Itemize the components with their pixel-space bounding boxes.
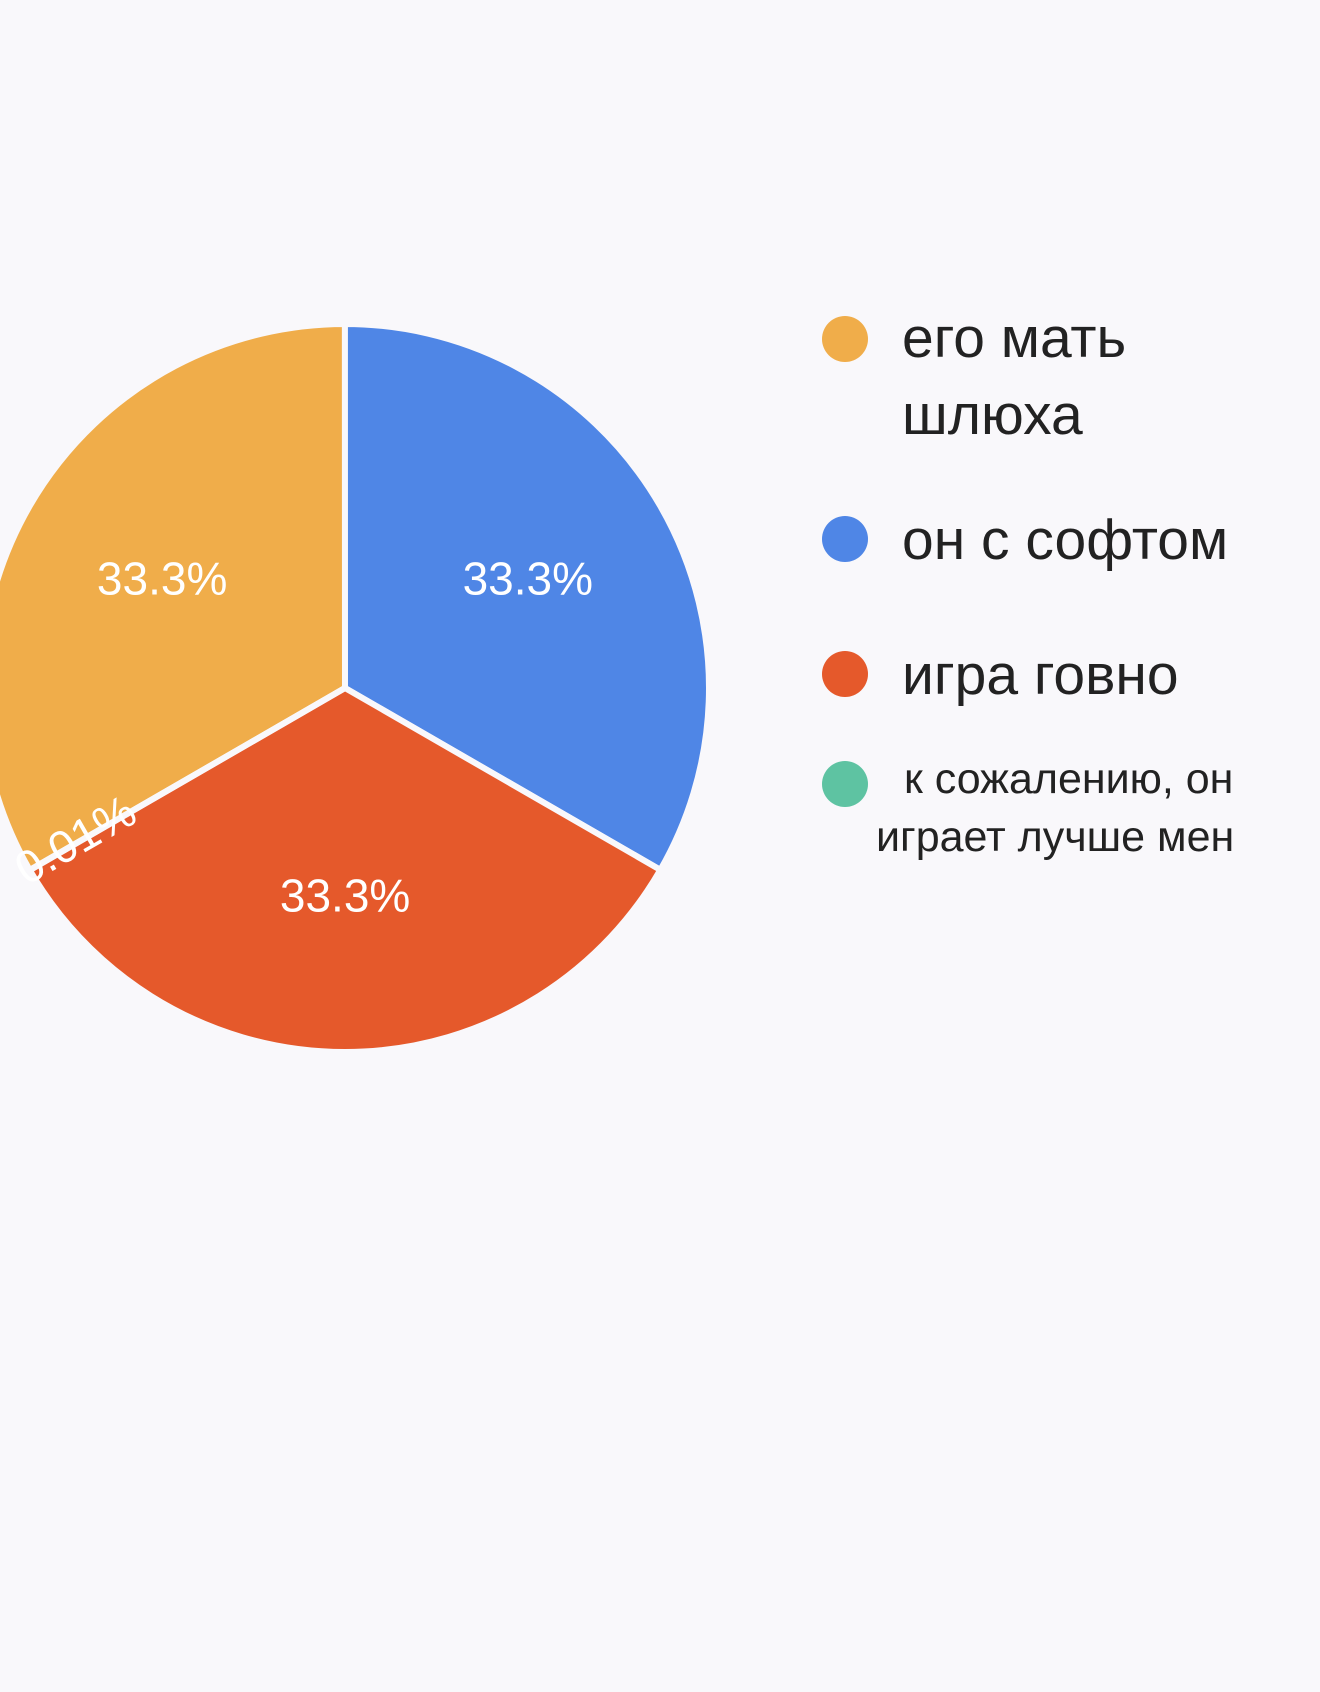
pie-slice	[25, 684, 665, 1055]
legend-marker	[822, 761, 868, 807]
pie-slice	[0, 320, 349, 875]
legend-marker	[822, 316, 868, 362]
slice-label: 33.3%	[463, 553, 593, 605]
legend-label: он с софтом	[902, 508, 1229, 572]
legend-label: игра говно	[902, 643, 1179, 707]
slice-label: 33.3%	[280, 869, 410, 921]
pie-slice	[341, 320, 712, 874]
legend-marker	[822, 651, 868, 697]
legend-marker	[822, 516, 868, 562]
slice-label: 33.3%	[97, 553, 227, 605]
legend-label: к сожалению, он играет лучше мен	[876, 755, 1235, 862]
legend-label: его мать шлюха	[902, 306, 1127, 447]
pie-slice	[25, 685, 347, 875]
